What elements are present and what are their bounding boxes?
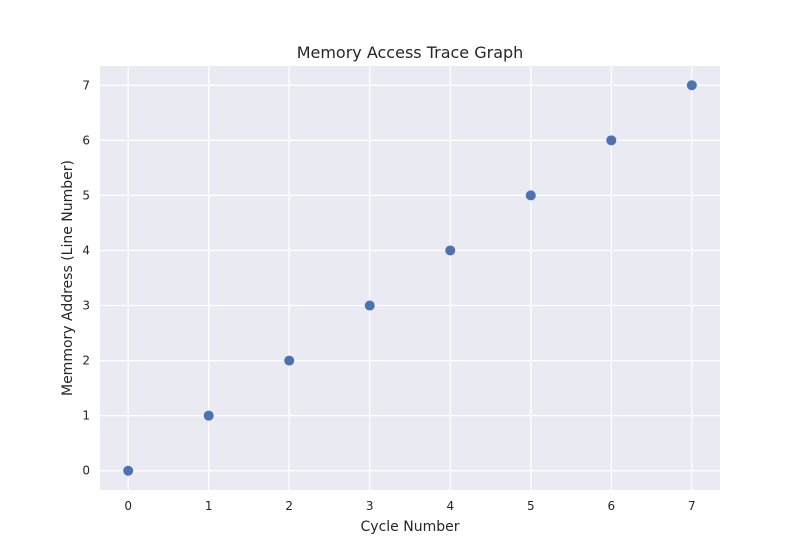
x-tick-label: 2 xyxy=(285,499,293,513)
x-tick-label: 3 xyxy=(366,499,374,513)
plot-area xyxy=(100,66,720,490)
y-tick-label: 2 xyxy=(82,354,90,368)
data-point xyxy=(203,410,214,421)
data-point xyxy=(123,465,134,476)
y-tick-label: 4 xyxy=(82,243,90,257)
grid-lines xyxy=(100,66,720,490)
data-point xyxy=(525,190,536,201)
x-tick-label: 5 xyxy=(527,499,535,513)
data-points xyxy=(123,80,697,476)
data-point xyxy=(445,245,456,256)
x-tick-label: 6 xyxy=(607,499,615,513)
y-tick-label: 5 xyxy=(82,188,90,202)
x-tick-label: 4 xyxy=(446,499,454,513)
data-point xyxy=(606,135,617,146)
data-point xyxy=(686,80,697,91)
x-axis-label: Cycle Number xyxy=(361,519,460,535)
data-point xyxy=(364,300,375,311)
y-axis-label: Memmory Address (Line Number) xyxy=(60,160,76,396)
y-tick-label: 7 xyxy=(82,78,90,92)
y-tick-label: 6 xyxy=(82,133,90,147)
chart-title: Memory Access Trace Graph xyxy=(297,43,524,62)
x-tick-label: 0 xyxy=(124,499,132,513)
data-point xyxy=(284,355,295,366)
x-tick-label: 7 xyxy=(688,499,696,513)
y-tick-label: 0 xyxy=(82,464,90,478)
x-tick-label: 1 xyxy=(205,499,213,513)
tick-labels: 0 1 2 3 4 5 6 7 0 1 2 3 4 5 6 7 xyxy=(82,78,695,513)
y-tick-label: 1 xyxy=(82,409,90,423)
y-tick-label: 3 xyxy=(82,299,90,313)
